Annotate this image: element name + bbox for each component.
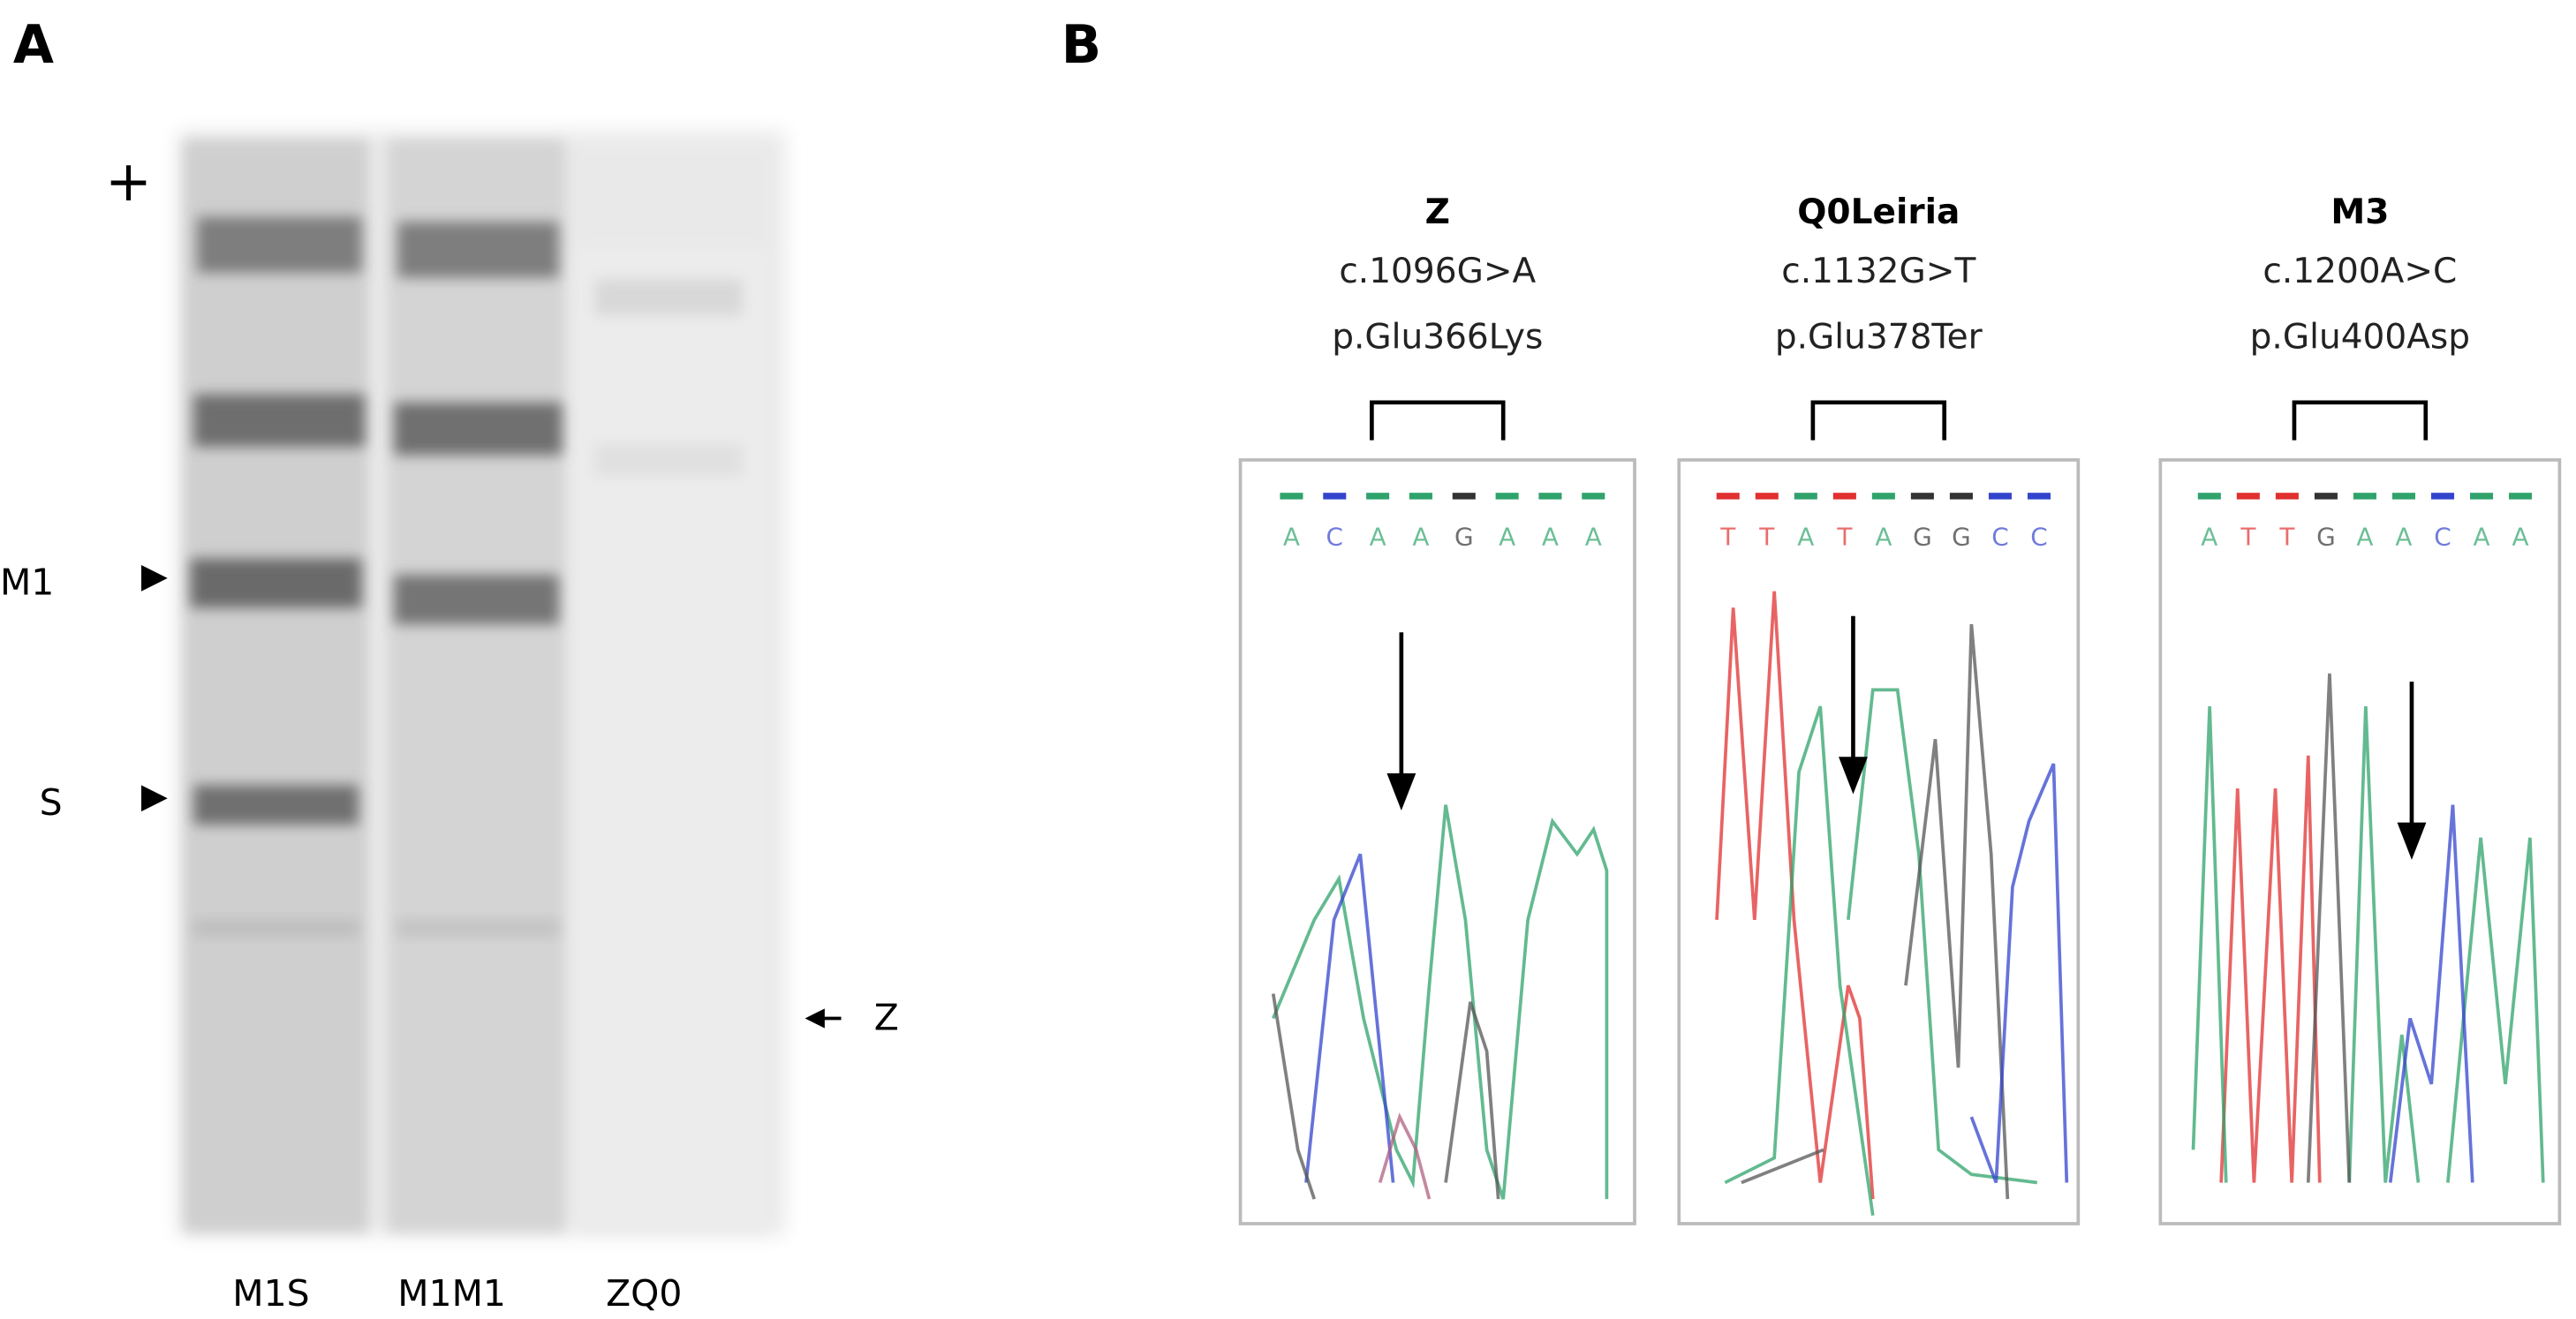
base-tick [1495,493,1519,500]
base-call: A [1797,523,1814,552]
base-tick [2027,493,2051,500]
cdna-change: c.1200A>C [2262,252,2457,291]
base-call: T [2240,523,2256,552]
base-tick [2236,493,2260,500]
band-label: Z [874,997,899,1039]
panel-label: B [1061,15,1101,76]
base-call: A [2201,523,2217,552]
base-call: T [1719,523,1736,552]
base-tick [1452,493,1476,500]
plus-sign: + [105,148,152,214]
base-call: C [2030,523,2047,552]
band-arrow [140,565,168,592]
base-tick [2391,493,2415,500]
base-call: C [1991,523,2008,552]
protein-change: p.Glu366Lys [1332,317,1543,357]
chromatogram-box [1677,458,2081,1225]
band-arrow [140,785,168,812]
base-call: A [1875,523,1892,552]
protein-change: p.Glu378Ter [1775,317,1983,357]
lane-label: M1S [232,1272,309,1315]
lane-label: M1M1 [397,1272,506,1315]
base-call: A [1283,523,1300,552]
base-tick [2275,493,2299,500]
protein-change: p.Glu400Asp [2250,317,2470,357]
base-call: A [1542,523,1559,552]
variant-name: M3 [2330,192,2389,232]
base-call: A [2473,523,2489,552]
base-tick [2509,493,2533,500]
gel [177,131,786,1236]
base-call: T [1836,523,1853,552]
cdna-change: c.1096G>A [1339,252,1536,291]
base-tick [1949,493,1973,500]
variant-name: Q0Leiria [1797,192,1960,232]
z-arrow-head [805,1008,825,1029]
base-tick [1366,493,1390,500]
base-call: C [1326,523,1343,552]
base-tick [1280,493,1303,500]
base-call: T [1758,523,1775,552]
variant-name: Z [1425,192,1450,232]
base-tick [1910,493,1934,500]
base-call: C [2434,523,2451,552]
base-tick [1323,493,1347,500]
base-tick [2314,493,2338,500]
lane-label: ZQ0 [606,1272,682,1315]
panel-label: A [13,15,54,76]
base-tick [1988,493,2012,500]
base-call: A [2512,523,2529,552]
base-call: A [1585,523,1602,552]
cdna-change: c.1132G>T [1781,252,1975,291]
base-call: A [2356,523,2373,552]
base-tick [1755,493,1779,500]
codon-bracket [1370,400,1506,441]
base-tick [1538,493,1562,500]
chromatogram-box [1238,458,1636,1225]
codon-bracket [2292,400,2429,441]
base-call: G [1454,523,1474,552]
base-tick [1409,493,1432,500]
base-call: A [2395,523,2412,552]
base-tick [2197,493,2221,500]
mutation-arrows [1386,615,2427,860]
band-label: M1 [0,562,54,604]
base-call: G [1913,523,1932,552]
base-tick [1794,493,1817,500]
chromatogram-traces [1271,591,2545,1216]
base-tick [1871,493,1895,500]
base-tick [2353,493,2376,500]
base-call: A [1499,523,1515,552]
base-tick [2470,493,2494,500]
base-call: G [2316,523,2336,552]
base-call: A [1370,523,1386,552]
base-tick [1582,493,1605,500]
codon-bracket [1810,400,1947,441]
base-tick [1716,493,1740,500]
band-label: S [40,781,63,824]
base-call: G [1952,523,1971,552]
base-tick [1832,493,1856,500]
base-tick [2430,493,2455,500]
base-call: A [1412,523,1429,552]
base-call: T [2278,523,2295,552]
